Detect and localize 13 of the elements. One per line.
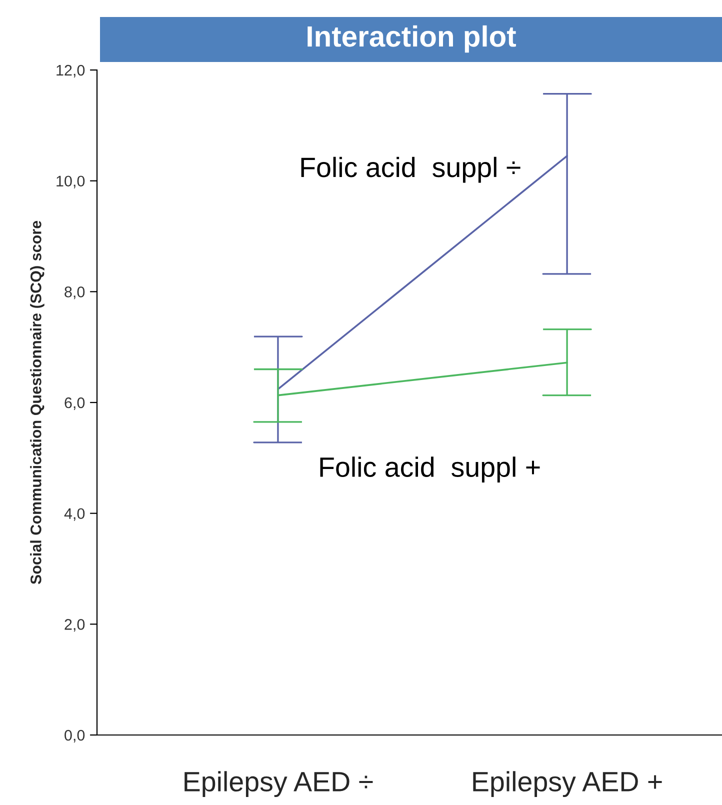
text: Folic acid suppl + [320, 456, 540, 482]
x-tick-label: Epilepsy AED + [473, 771, 662, 798]
x-tick-label: Epilepsy AED ÷ [184, 771, 373, 798]
y-tick-label: 2,0 [64, 619, 85, 632]
y-axis-title: Social Communication Questionnaire (SCQ) score [30, 220, 44, 584]
y-tick-label: 10,0 [56, 176, 85, 188]
y-tick-label: 8,0 [64, 286, 85, 300]
y-tick-label: 0,0 [64, 730, 85, 742]
chart-title: Interaction plot [308, 25, 516, 53]
y-tick-label: 12,0 [56, 64, 85, 78]
y-tick-label: 4,0 [64, 508, 85, 521]
y-tick-label: 6,0 [64, 397, 85, 410]
series-label: Folic acid suppl ÷ [301, 156, 520, 183]
